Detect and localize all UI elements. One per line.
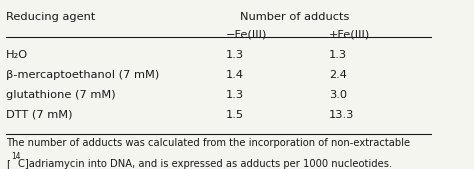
Text: 1.3: 1.3 [226, 90, 244, 100]
Text: C]adriamycin into DNA, and is expressed as adducts per 1000 nucleotides.: C]adriamycin into DNA, and is expressed … [18, 159, 392, 169]
Text: −Fe(III): −Fe(III) [226, 29, 267, 39]
Text: Reducing agent: Reducing agent [6, 12, 95, 22]
Text: +Fe(III): +Fe(III) [329, 29, 370, 39]
Text: 13.3: 13.3 [329, 110, 354, 119]
Text: β-mercaptoethanol (7 mM): β-mercaptoethanol (7 mM) [6, 70, 159, 80]
Text: The number of adducts was calculated from the incorporation of non-extractable: The number of adducts was calculated fro… [6, 138, 410, 148]
Text: 1.4: 1.4 [226, 70, 243, 80]
Text: 3.0: 3.0 [329, 90, 347, 100]
Text: Number of adducts: Number of adducts [240, 12, 349, 22]
Text: 2.4: 2.4 [329, 70, 346, 80]
Text: glutathione (7 mM): glutathione (7 mM) [6, 90, 115, 100]
Text: 1.3: 1.3 [329, 50, 347, 60]
Text: DTT (7 mM): DTT (7 mM) [6, 110, 72, 119]
Text: [: [ [6, 159, 9, 169]
Text: H₂O: H₂O [6, 50, 28, 60]
Text: 14: 14 [11, 152, 21, 161]
Text: 1.5: 1.5 [226, 110, 244, 119]
Text: 1.3: 1.3 [226, 50, 244, 60]
